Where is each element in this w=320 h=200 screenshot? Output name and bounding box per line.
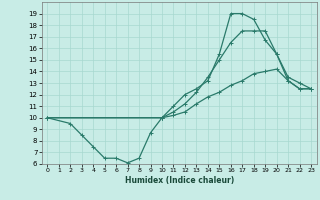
X-axis label: Humidex (Indice chaleur): Humidex (Indice chaleur) <box>124 176 234 185</box>
